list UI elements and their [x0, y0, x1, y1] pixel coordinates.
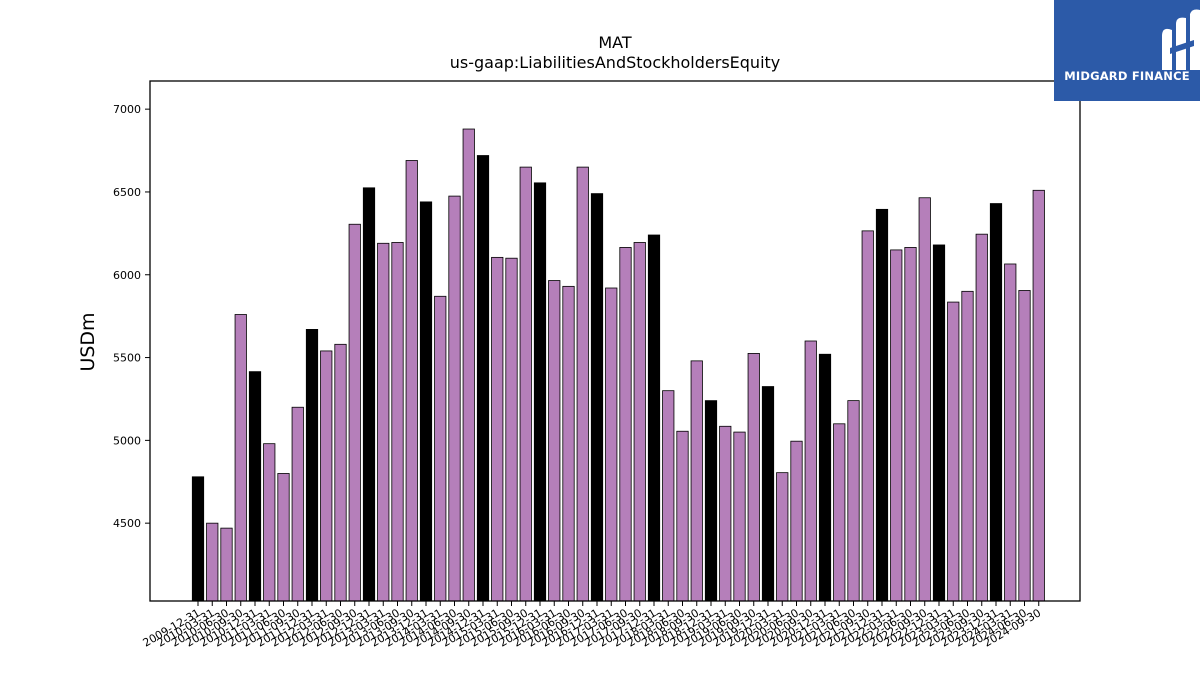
bar-2023-09-30	[975, 233, 988, 602]
bar-2011-12-31	[305, 329, 319, 602]
midgard-logo-icon	[1162, 9, 1200, 71]
y-axis-label: USDm	[77, 312, 99, 371]
bar-2015-12-31	[533, 182, 547, 602]
y-tick-label: 7000	[113, 103, 141, 116]
bar-2010-06-30	[220, 527, 233, 602]
bar-2010-09-30	[234, 314, 247, 602]
bar-2018-06-30	[676, 430, 689, 602]
bar-2011-06-30	[277, 473, 290, 602]
bar-2013-03-31	[377, 242, 390, 602]
bar-2023-03-31	[947, 301, 960, 602]
bar-2020-12-31	[818, 353, 832, 602]
bar-2019-03-31	[719, 425, 732, 602]
bar-2010-03-31	[206, 522, 219, 602]
bar-2020-06-30	[790, 440, 803, 602]
bar-2021-06-30	[847, 400, 860, 602]
bar-2012-03-31	[320, 350, 333, 602]
midgard-finance-logo: MIDGARD FINANCE	[1054, 0, 1200, 101]
x-axis: 2009-12-312010-03-312010-06-302010-09-30…	[141, 601, 1043, 650]
bar-2015-03-31	[491, 256, 504, 602]
bar-2011-09-30	[291, 406, 304, 602]
bars-group	[191, 128, 1045, 602]
bar-2016-12-31	[590, 193, 604, 602]
bar-2021-12-31	[875, 208, 889, 602]
bar-2024-09-30	[1032, 189, 1045, 602]
bar-2017-03-31	[605, 287, 618, 602]
bar-2015-09-30	[519, 166, 532, 602]
chart-subtitle: us-gaap:LiabilitiesAndStockholdersEquity	[450, 53, 781, 72]
bar-2022-03-31	[890, 249, 903, 602]
bar-2019-12-31	[761, 386, 775, 602]
bar-2016-03-31	[548, 280, 561, 602]
bar-2017-12-31	[647, 234, 661, 602]
bar-2022-06-30	[904, 247, 917, 602]
bar-2018-12-31	[704, 400, 718, 602]
bar-2022-12-31	[932, 244, 946, 602]
bar-2012-09-30	[348, 223, 361, 602]
bar-2009-12-31	[191, 476, 205, 602]
bar-2018-09-30	[690, 360, 703, 602]
bar-2019-06-30	[733, 431, 746, 602]
bar-2019-09-30	[747, 353, 760, 602]
bar-2016-09-30	[576, 166, 589, 602]
bar-2012-06-30	[334, 343, 347, 602]
bar-2011-03-31	[263, 443, 276, 602]
y-tick-label: 4500	[113, 517, 141, 530]
y-tick-label: 5500	[113, 352, 141, 365]
bar-2013-09-30	[405, 160, 418, 602]
y-tick-label: 6500	[113, 186, 141, 199]
bar-2015-06-30	[505, 257, 518, 602]
logo-text: MIDGARD FINANCE	[1064, 69, 1190, 83]
bar-2024-03-31	[1004, 263, 1017, 602]
bar-2013-06-30	[391, 242, 404, 602]
bar-2020-09-30	[804, 340, 817, 602]
bar-2023-12-31	[989, 203, 1003, 602]
bar-2014-06-30	[448, 195, 461, 602]
bar-2012-12-31	[362, 187, 376, 602]
bar-2014-12-31	[476, 155, 490, 602]
bar-2018-03-31	[662, 390, 675, 602]
bar-2014-03-31	[434, 295, 447, 602]
y-tick-label: 6000	[113, 269, 141, 282]
bar-2024-06-30	[1018, 290, 1031, 602]
plot-frame	[149, 80, 1081, 602]
bar-2017-09-30	[633, 242, 646, 602]
bar-2022-09-30	[918, 197, 931, 602]
y-tick-label: 5000	[113, 434, 141, 447]
y-axis: 4500 5000 5500 6000 6500 7000	[113, 103, 150, 530]
bar-2021-03-31	[833, 423, 846, 602]
bar-2017-06-30	[619, 247, 632, 602]
bar-2013-12-31	[419, 201, 433, 602]
chart-title: MAT	[598, 33, 632, 52]
bar-2010-12-31	[248, 371, 262, 602]
bar-2020-03-31	[776, 472, 789, 602]
bar-2021-09-30	[861, 230, 874, 602]
bar-2014-09-30	[462, 128, 475, 602]
bar-2023-06-30	[961, 290, 974, 602]
bar-2016-06-30	[562, 285, 575, 602]
